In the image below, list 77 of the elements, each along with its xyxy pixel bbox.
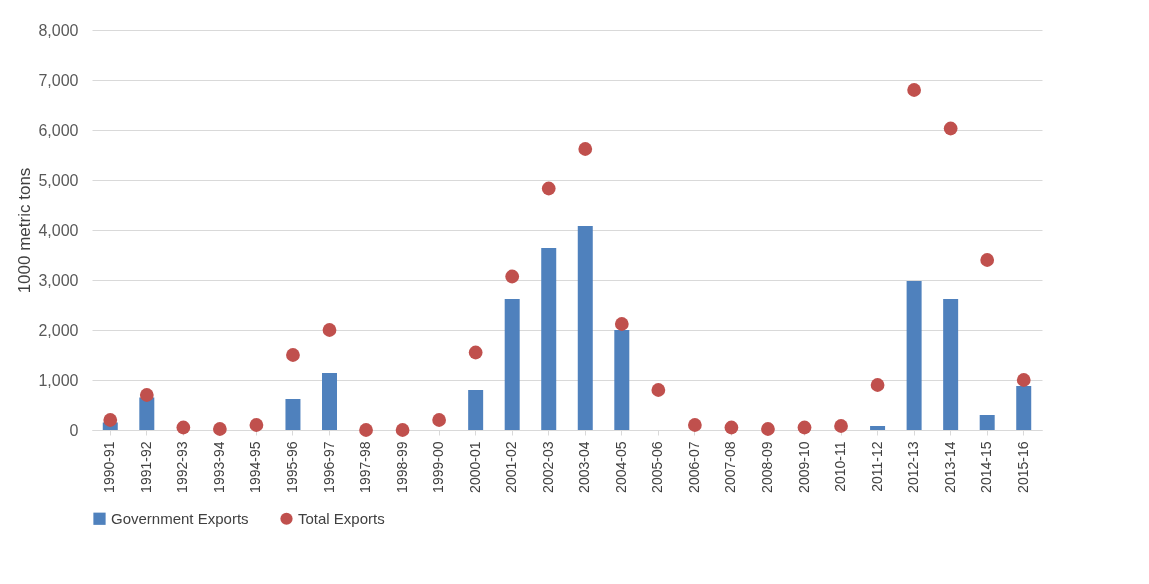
x-tick-label: 2010-11 [832, 441, 849, 492]
point [103, 413, 118, 427]
x-tick-label: 1999-00 [430, 441, 447, 493]
x-tick-label: 2015-16 [1014, 441, 1031, 493]
bar [468, 390, 484, 430]
y-tick-label: 6,000 [38, 121, 79, 139]
y-tick-label: 0 [69, 421, 79, 439]
x-tick-label: 2007-08 [722, 441, 739, 493]
x-tick-label: 2008-09 [758, 441, 775, 493]
y-axis-title: 1000 metric tons [15, 167, 35, 294]
bar [906, 281, 922, 430]
bar [943, 299, 959, 430]
y-tick-label: 1,000 [38, 371, 79, 389]
x-tick-label: 2004-05 [612, 441, 629, 493]
y-tick-label: 3,000 [38, 271, 79, 289]
point [870, 378, 885, 392]
point [505, 269, 520, 284]
point [359, 423, 373, 437]
point [541, 181, 556, 196]
y-tick-label: 4,000 [38, 221, 79, 239]
bar [614, 330, 630, 430]
x-tick-label: 2000-01 [466, 441, 483, 493]
x-tick-label: 2005-06 [649, 441, 666, 493]
x-tick-label: 2012-13 [905, 441, 922, 493]
x-tick-label: 2014-15 [978, 441, 995, 493]
bar [504, 299, 520, 430]
x-tick-label: 1991-92 [137, 441, 154, 493]
point [797, 420, 812, 435]
point [578, 142, 593, 156]
x-tick-label: 1996-97 [320, 441, 337, 493]
point [395, 423, 410, 437]
x-tick-label: 2006-07 [685, 441, 702, 493]
bar [979, 415, 995, 430]
point [651, 383, 666, 397]
x-tick-label: 2009-10 [795, 441, 812, 493]
legend-label: Total Exports [298, 509, 385, 527]
x-tick-label: 2003-04 [576, 441, 593, 493]
bar [1016, 386, 1032, 430]
point [687, 418, 702, 432]
y-tick-label: 2,000 [38, 321, 79, 339]
point [286, 348, 300, 362]
point [249, 418, 264, 432]
x-tick-label: 1998-99 [393, 441, 410, 493]
bar [541, 248, 557, 430]
point [761, 422, 775, 436]
y-tick-label: 7,000 [38, 71, 79, 89]
x-tick-label: 2011-12 [868, 441, 885, 492]
bar [577, 226, 593, 430]
legend-label: Government Exports [111, 509, 249, 527]
x-tick-label: 1997-98 [357, 441, 374, 493]
x-tick-label: 1993-94 [210, 441, 227, 493]
bar [139, 397, 155, 430]
point [614, 317, 629, 331]
bar [322, 373, 337, 430]
point [432, 413, 447, 427]
x-tick-label: 2002-03 [539, 441, 556, 493]
point [907, 83, 922, 97]
x-tick-label: 1994-95 [247, 441, 264, 493]
point [834, 419, 848, 433]
bar [285, 399, 301, 430]
bar [870, 426, 886, 430]
x-tick-label: 2001-02 [503, 441, 520, 493]
point [1016, 373, 1031, 387]
point [724, 420, 739, 435]
point [468, 345, 483, 360]
point [943, 121, 958, 136]
point [212, 422, 227, 436]
point [139, 388, 154, 402]
x-tick-label: 2013-14 [941, 441, 958, 493]
y-tick-label: 5,000 [38, 171, 79, 189]
x-tick-label: 1990-91 [101, 441, 118, 493]
x-tick-label: 1995-96 [283, 441, 300, 493]
x-tick-label: 1992-93 [174, 441, 191, 493]
point [980, 253, 995, 267]
point [322, 323, 337, 337]
y-tick-label: 8,000 [38, 21, 79, 39]
point [176, 420, 191, 435]
